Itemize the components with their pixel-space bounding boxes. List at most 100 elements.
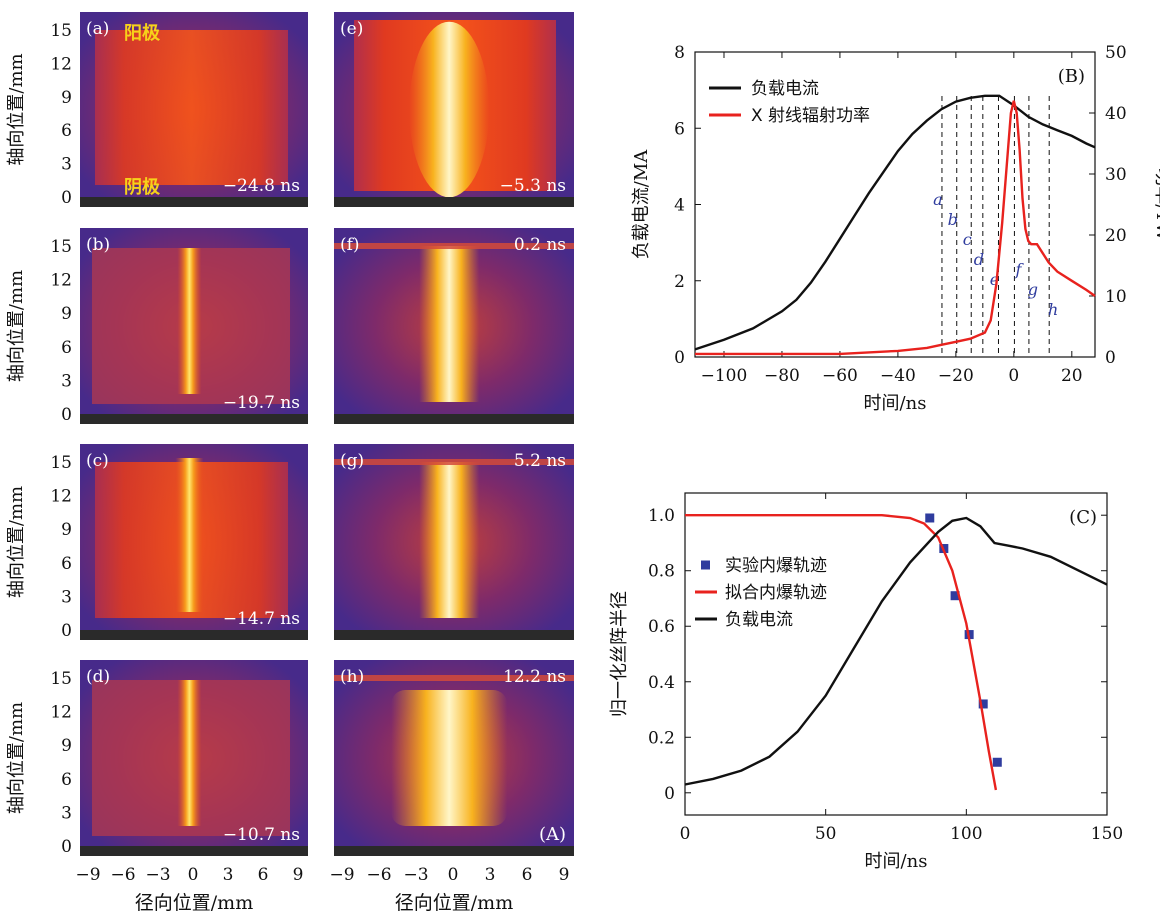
cathode-band bbox=[80, 414, 308, 424]
x-tick-label: 0 bbox=[448, 865, 459, 885]
marker-label: a bbox=[933, 190, 943, 209]
x-tick-label: 100 bbox=[950, 824, 982, 844]
cathode-band bbox=[334, 846, 574, 856]
image-tag: (d) bbox=[86, 667, 110, 687]
marker-label: d bbox=[974, 250, 984, 269]
pinch-column bbox=[419, 246, 480, 402]
y-tick-label: 0 bbox=[61, 188, 72, 208]
streak-image-e: (e) −5.3 ns bbox=[334, 12, 574, 207]
y-axis-label: 轴向位置/mm bbox=[6, 53, 27, 165]
pinch-column bbox=[391, 690, 508, 826]
series-line-1 bbox=[695, 100, 1096, 356]
y-axis-label: 负载电流/MA bbox=[631, 149, 652, 259]
y-tick-label: 0 bbox=[61, 405, 72, 425]
x-tick-label: −80 bbox=[764, 366, 800, 386]
y-tick-label: 0 bbox=[674, 348, 685, 368]
y-tick-label: 2 bbox=[674, 272, 685, 292]
streak-image-c: (c) −14.7 ns bbox=[80, 444, 308, 640]
anode-band bbox=[334, 243, 574, 249]
legend-label: 负载电流 bbox=[725, 610, 793, 630]
x-axis-label: 径向位置/mm bbox=[395, 892, 513, 914]
x-axis-label: 时间/ns bbox=[864, 393, 927, 414]
x-tick-label: −60 bbox=[822, 366, 858, 386]
x-axis-label: 时间/ns bbox=[865, 851, 928, 872]
y-tick-label: 6 bbox=[674, 119, 685, 139]
image-tag: (f) bbox=[340, 235, 360, 255]
y-tick-label: 3 bbox=[61, 371, 72, 391]
cathode-band bbox=[334, 414, 574, 424]
time-label: 12.2 ns bbox=[503, 667, 566, 687]
image-tag: (e) bbox=[340, 19, 363, 39]
time-label: −24.8 ns bbox=[223, 176, 300, 196]
marker-label: h bbox=[1048, 300, 1058, 319]
streak-image-h: (h) 12.2 ns bbox=[334, 660, 574, 856]
x-tick-label: −6 bbox=[366, 865, 391, 885]
anode-band bbox=[334, 675, 574, 681]
x-tick-label: −3 bbox=[145, 865, 170, 885]
y-tick-label: 9 bbox=[61, 304, 72, 324]
cathode-band bbox=[80, 197, 308, 207]
y-tick-label: 15 bbox=[50, 669, 72, 689]
x-tick-label: 20 bbox=[1061, 366, 1083, 386]
x-axis-label: 径向位置/mm bbox=[135, 892, 253, 914]
image-tag: (a) bbox=[86, 19, 109, 39]
y2-tick-label: 10 bbox=[1105, 287, 1127, 307]
streak-image-g: (g) 5.2 ns bbox=[334, 444, 574, 640]
x-tick-label: −40 bbox=[880, 366, 916, 386]
x-tick-label: 3 bbox=[485, 865, 496, 885]
x-tick-label: −6 bbox=[110, 865, 135, 885]
x-tick-label: 9 bbox=[559, 865, 570, 885]
x-tick-label: 0 bbox=[188, 865, 199, 885]
x-tick-label: 150 bbox=[1091, 824, 1123, 844]
panel-label: (B) bbox=[1058, 66, 1085, 87]
y2-axis-label: 功率/TW bbox=[1152, 168, 1160, 241]
y-tick-label: 0 bbox=[61, 837, 72, 857]
y-tick-label: 0.8 bbox=[648, 562, 675, 582]
marker-label: g bbox=[1028, 280, 1038, 299]
y2-tick-label: 0 bbox=[1105, 348, 1116, 368]
streak-image-b: (b) −19.7 ns bbox=[80, 228, 308, 424]
time-label: −5.3 ns bbox=[500, 176, 566, 196]
y-tick-label: 12 bbox=[50, 271, 72, 291]
y2-tick-label: 20 bbox=[1105, 226, 1127, 246]
series-line-2 bbox=[684, 516, 1108, 786]
y-tick-label: 3 bbox=[61, 803, 72, 823]
time-label: 0.2 ns bbox=[514, 235, 566, 255]
y-tick-label: 9 bbox=[61, 88, 72, 108]
x-tick-label: 0 bbox=[1008, 366, 1019, 386]
plasma-shell bbox=[95, 30, 288, 185]
y-tick-label: 15 bbox=[50, 453, 72, 473]
y-tick-label: 9 bbox=[61, 520, 72, 540]
data-point bbox=[992, 757, 1002, 767]
y2-tick-label: 40 bbox=[1105, 104, 1127, 124]
y-tick-label: 15 bbox=[50, 237, 72, 257]
cathode-label: 阴极 bbox=[124, 177, 161, 198]
marker-label: b bbox=[948, 210, 958, 229]
x-tick-label: −9 bbox=[75, 865, 100, 885]
panel-label: (A) bbox=[539, 824, 566, 845]
x-tick-label: 9 bbox=[293, 865, 304, 885]
y-tick-label: 12 bbox=[50, 54, 72, 74]
y-tick-label: 0.2 bbox=[648, 728, 675, 748]
y-tick-label: 12 bbox=[50, 487, 72, 507]
data-point bbox=[925, 513, 935, 523]
y-tick-label: 9 bbox=[61, 736, 72, 756]
legend-label: 实验内爆轨迹 bbox=[725, 556, 827, 576]
x-tick-label: −20 bbox=[938, 366, 974, 386]
data-point bbox=[950, 591, 960, 601]
y-tick-label: 6 bbox=[61, 770, 72, 790]
y-tick-label: 8 bbox=[674, 43, 685, 63]
cathode-band bbox=[334, 197, 574, 207]
y-tick-label: 3 bbox=[61, 155, 72, 175]
y-tick-label: 4 bbox=[674, 196, 685, 216]
series-line-0 bbox=[694, 94, 1096, 351]
image-tag: (g) bbox=[340, 451, 364, 471]
x-tick-label: 0 bbox=[680, 824, 691, 844]
image-tag: (c) bbox=[86, 451, 109, 471]
y-axis-label: 轴向位置/mm bbox=[6, 270, 27, 382]
time-label: −14.7 ns bbox=[223, 609, 300, 629]
legend-label: 拟合内爆轨迹 bbox=[725, 583, 827, 603]
x-tick-label: 6 bbox=[522, 865, 533, 885]
cathode-band bbox=[80, 846, 308, 856]
